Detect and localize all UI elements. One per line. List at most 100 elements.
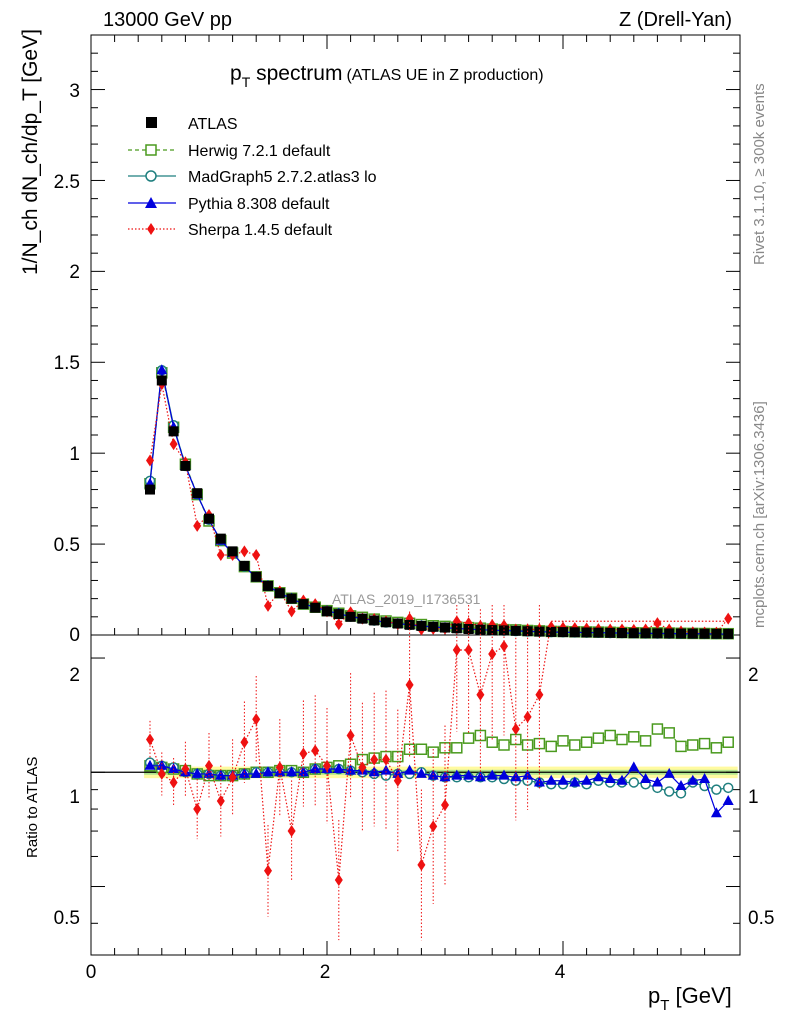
legend-entry-pythia: Pythia 8.308 default — [128, 196, 330, 213]
y-ratio-tick-labels: 0.5 1 2 0.5 1 2 — [54, 665, 775, 929]
legend-entry-herwig: Herwig 7.2.1 default — [128, 143, 331, 160]
main-point-atlas — [381, 617, 391, 628]
main-point-sherpa — [264, 599, 272, 612]
ratio-point-pythia — [533, 776, 545, 787]
main-point-atlas — [699, 628, 710, 639]
ratio-point-madgraph — [675, 788, 687, 799]
ratio-point-pythia — [675, 780, 687, 791]
legend-label: Herwig 7.2.1 default — [188, 143, 331, 160]
ratio-point-herwig — [722, 736, 734, 748]
ratio-point-herwig — [521, 739, 534, 751]
ratio-point-pythia — [722, 795, 734, 806]
main-point-atlas — [180, 460, 191, 471]
main-point-sherpa — [334, 618, 343, 631]
legend-marker-herwig — [145, 144, 157, 156]
y-tick-label: 0 — [69, 625, 80, 646]
ratio-point-pythia — [510, 771, 522, 782]
main-point-atlas — [463, 624, 474, 634]
ratio-point-sherpa — [264, 864, 272, 877]
plot-title: pT spectrum (ATLAS UE in Z production) — [230, 62, 544, 90]
ratio-point-herwig — [462, 732, 475, 744]
ratio-point-sherpa — [417, 858, 426, 871]
ratio-point-sherpa — [535, 688, 544, 701]
main-point-atlas — [263, 580, 273, 591]
main-point-atlas — [581, 627, 592, 638]
y-axis-label-ratio: Ratio to ATLAS — [24, 757, 41, 858]
ratio-point-pythia — [380, 764, 392, 775]
main-point-atlas — [546, 626, 557, 637]
main-point-atlas — [156, 375, 167, 386]
main-point-sherpa — [146, 454, 154, 467]
ratio-tick-label: 1 — [69, 787, 80, 808]
ratio-point-pythia — [569, 776, 581, 787]
main-point-atlas — [640, 628, 651, 639]
ratio-point-madgraph — [663, 786, 675, 797]
ratio-point-sherpa — [146, 733, 154, 746]
ratio-point-pythia — [545, 774, 557, 785]
main-point-atlas — [145, 484, 155, 495]
main-point-atlas — [369, 615, 380, 626]
ratio-point-sherpa — [500, 640, 508, 653]
y-tick-label: 1.5 — [54, 353, 80, 374]
main-point-atlas — [687, 628, 698, 639]
ratio-point-pythia — [451, 769, 463, 780]
ratio-point-herwig — [651, 723, 664, 735]
ratio-point-herwig — [569, 739, 581, 751]
ratio-point-sherpa — [205, 759, 213, 772]
ratio-point-herwig — [498, 739, 510, 751]
ratio-point-pythia — [415, 767, 427, 778]
ratio-point-pythia — [486, 769, 498, 780]
main-point-atlas — [286, 593, 297, 604]
ratio-point-pythia — [557, 774, 569, 785]
ratio-point-sherpa — [476, 688, 485, 701]
ratio-point-sherpa — [193, 803, 202, 816]
ratio-point-sherpa — [311, 744, 320, 757]
main-point-atlas — [204, 513, 214, 524]
ratio-point-sherpa — [488, 647, 497, 660]
ratio-point-pythia — [250, 767, 262, 778]
ratio-point-sherpa — [334, 874, 343, 887]
x-tick-label: 4 — [555, 962, 566, 983]
header-left: 13000 GeV pp — [103, 9, 232, 31]
ratio-point-herwig — [710, 742, 723, 754]
ratio-point-sherpa — [228, 771, 237, 784]
legend-marker-sherpa — [147, 223, 155, 235]
ratio-point-pythia — [663, 767, 675, 778]
main-point-atlas — [357, 613, 368, 624]
ratio-point-pythia — [215, 769, 227, 780]
ratio-point-herwig — [427, 746, 439, 758]
header-right: Z (Drell-Yan) — [619, 9, 732, 31]
main-point-atlas — [652, 628, 663, 639]
ratio-point-pythia — [592, 771, 604, 782]
ratio-point-sherpa — [523, 710, 532, 723]
ratio-series — [144, 604, 734, 941]
ratio-point-madgraph — [711, 784, 722, 795]
main-point-atlas — [192, 488, 203, 499]
main-point-sherpa — [240, 545, 249, 558]
main-point-sherpa — [193, 519, 202, 532]
ratio-point-pythia — [309, 763, 321, 774]
ratio-point-herwig — [663, 727, 675, 739]
ratio-point-madgraph — [722, 782, 734, 794]
main-point-sherpa — [252, 549, 261, 561]
x-tick-label: 0 — [86, 962, 97, 983]
legend-label: Sherpa 1.4.5 default — [188, 222, 333, 239]
legend-marker-pythia — [145, 197, 157, 208]
main-point-atlas — [168, 426, 179, 437]
main-point-atlas — [440, 622, 450, 633]
main-point-atlas — [227, 546, 238, 557]
main-point-atlas — [558, 627, 568, 638]
ratio-point-pythia — [710, 807, 722, 818]
main-point-atlas — [298, 599, 309, 610]
ratio-point-pythia — [604, 773, 616, 784]
ratio-point-herwig — [687, 739, 699, 751]
main-point-atlas — [274, 588, 285, 599]
main-point-atlas — [628, 628, 639, 639]
ratio-point-sherpa — [441, 798, 449, 811]
main-point-atlas — [534, 626, 545, 637]
ratio-point-herwig — [392, 750, 404, 763]
legend-label: Pythia 8.308 default — [188, 196, 330, 213]
ratio-point-herwig — [698, 737, 711, 750]
ratio-point-pythia — [191, 767, 203, 778]
